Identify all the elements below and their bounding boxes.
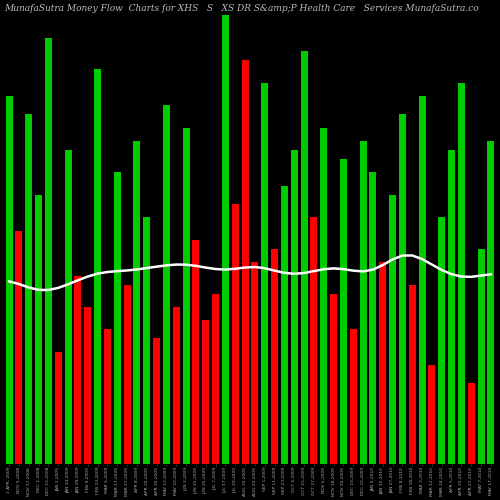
Bar (104, 330, 111, 464)
Bar (291, 150, 298, 464)
Bar (222, 16, 229, 464)
Bar (84, 307, 91, 464)
Bar (428, 366, 436, 464)
Bar (360, 141, 366, 464)
Bar (202, 320, 209, 464)
Bar (300, 51, 308, 464)
Bar (409, 284, 416, 464)
Bar (478, 248, 484, 464)
Bar (153, 338, 160, 464)
Bar (340, 159, 347, 464)
Bar (310, 218, 318, 464)
Bar (389, 195, 396, 464)
Bar (192, 240, 200, 464)
Bar (45, 38, 52, 464)
Bar (134, 141, 140, 464)
Bar (320, 128, 327, 464)
Bar (26, 114, 32, 464)
Bar (468, 384, 474, 464)
Bar (173, 307, 180, 464)
Bar (330, 294, 337, 464)
Bar (6, 96, 12, 464)
Bar (380, 262, 386, 464)
Bar (182, 128, 190, 464)
Bar (242, 60, 248, 464)
Bar (55, 352, 62, 464)
Bar (144, 218, 150, 464)
Bar (35, 195, 42, 464)
Bar (163, 105, 170, 464)
Bar (448, 150, 455, 464)
Bar (488, 141, 494, 464)
Bar (114, 172, 120, 464)
Bar (399, 114, 406, 464)
Bar (64, 150, 71, 464)
Text: MunafaSutra Money Flow  Charts for XHS   S   XS DR S&amp;P Health Care   Service: MunafaSutra Money Flow Charts for XHS S … (4, 4, 479, 13)
Bar (212, 294, 219, 464)
Bar (262, 82, 268, 464)
Bar (418, 96, 426, 464)
Bar (252, 262, 258, 464)
Bar (271, 248, 278, 464)
Bar (370, 172, 376, 464)
Bar (438, 218, 445, 464)
Bar (232, 204, 238, 464)
Bar (350, 330, 356, 464)
Bar (458, 82, 465, 464)
Bar (74, 276, 82, 464)
Bar (94, 69, 101, 464)
Bar (124, 284, 130, 464)
Bar (16, 230, 22, 464)
Bar (281, 186, 288, 464)
